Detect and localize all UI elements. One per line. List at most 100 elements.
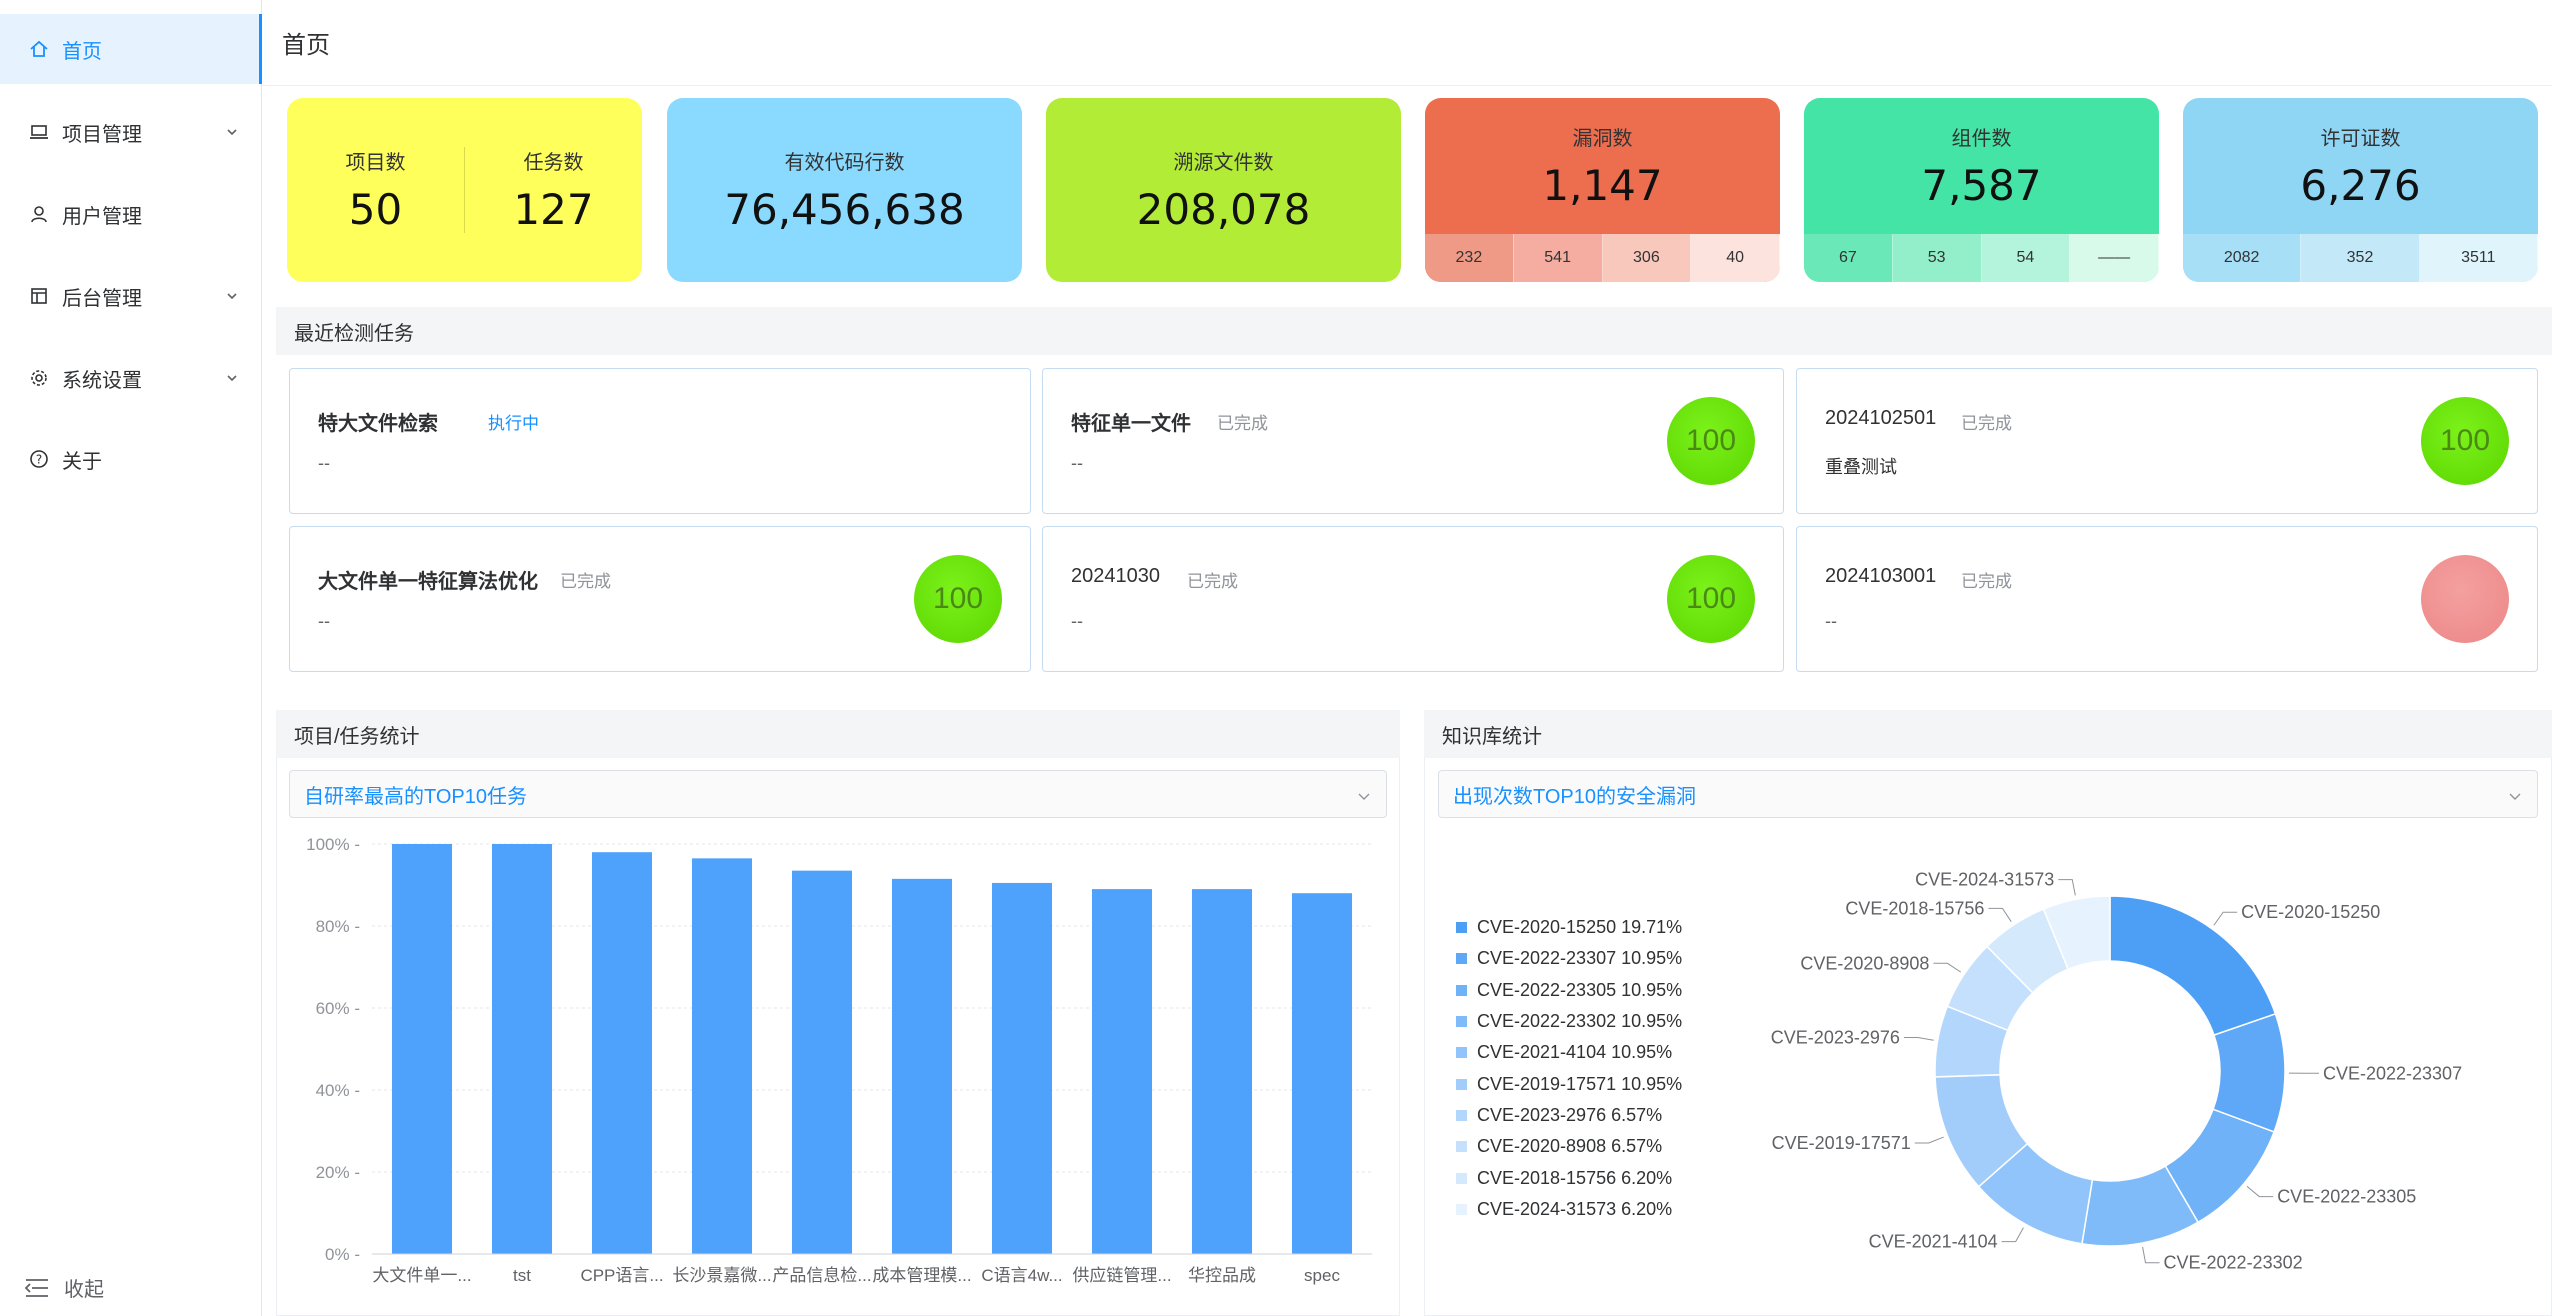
chevron-down-icon xyxy=(2507,787,2523,803)
label-line xyxy=(2001,1227,2024,1243)
x-tick-label: 长沙景嘉微... xyxy=(672,1266,771,1285)
bar[interactable] xyxy=(392,844,452,1254)
kb-stats-select[interactable]: 出现次数TOP10的安全漏洞 xyxy=(1438,770,2538,818)
page-header: 首页 xyxy=(262,0,2552,86)
sidebar-item-home[interactable]: 首页 xyxy=(0,14,262,84)
stat-label: 组件数 xyxy=(1951,128,2012,150)
chevron-down-icon xyxy=(224,287,240,303)
user-icon xyxy=(28,203,50,225)
sidebar-item-label: 用户管理 xyxy=(62,205,142,228)
slice-label: CVE-2021-4104 xyxy=(1869,1232,1998,1252)
bar[interactable] xyxy=(492,844,552,1254)
bar[interactable] xyxy=(1292,893,1352,1254)
legend-item[interactable]: CVE-2023-2976 6.57% xyxy=(1456,1100,1682,1131)
vuln-seg: 541 xyxy=(1513,234,1603,282)
legend-item[interactable]: CVE-2020-15250 19.71% xyxy=(1456,912,1682,943)
vuln-seg: 40 xyxy=(1691,234,1780,282)
stat-value: 76,456,638 xyxy=(724,185,965,234)
sidebar-item-settings[interactable]: 系统设置 xyxy=(0,343,262,413)
label-line xyxy=(1933,962,1962,973)
progress-ball: 100 xyxy=(2421,397,2509,485)
task-card[interactable]: 特征单一文件 已完成 -- 100 xyxy=(1042,368,1784,514)
project-stats-header: 项目/任务统计 xyxy=(276,710,1400,758)
label-line xyxy=(1988,907,2012,922)
legend-item[interactable]: CVE-2019-17571 10.95% xyxy=(1456,1068,1682,1099)
component-seg: 53 xyxy=(1892,234,1982,282)
donut-chart: CVE-2020-15250 CVE-2022-23307 CVE-2022-233… xyxy=(1771,870,2462,1273)
collapse-button[interactable]: 收起 xyxy=(22,1273,104,1302)
slice-label: CVE-2020-15250 xyxy=(2241,902,2380,922)
task-name: 2024102501 xyxy=(1825,407,1937,429)
x-tick-label: 供应链管理... xyxy=(1072,1266,1171,1285)
slice-label: CVE-2022-23302 xyxy=(2164,1253,2303,1273)
label-line xyxy=(1903,1037,1934,1041)
bar[interactable] xyxy=(792,870,852,1254)
y-tick-label: 100% - xyxy=(306,835,360,854)
bar[interactable] xyxy=(1092,889,1152,1254)
legend-swatch xyxy=(1456,1203,1467,1215)
stat-label: 溯源文件数 xyxy=(1173,152,1274,174)
task-card[interactable]: 2024102501 已完成 重叠测试 100 xyxy=(1796,368,2538,514)
bar[interactable] xyxy=(1192,889,1252,1254)
question-icon: ? xyxy=(28,448,50,470)
components-card: 组件数 7,587 67 53 54 —— xyxy=(1804,98,2159,282)
sidebar-item-projects[interactable]: 项目管理 xyxy=(0,97,262,167)
trace-files-card: 溯源文件数 208,078 xyxy=(1046,98,1401,282)
legend-label: CVE-2020-15250 19.71% xyxy=(1477,917,1683,938)
vuln-seg: 232 xyxy=(1425,234,1514,282)
main-content: 项目数 50 任务数 127 有效代码行数 76,456,638 溯源文件数 2… xyxy=(262,86,2552,1316)
legend-item[interactable]: CVE-2020-8908 6.57% xyxy=(1456,1131,1682,1162)
sidebar-item-admin[interactable]: 后台管理 xyxy=(0,261,262,331)
x-tick-label: spec xyxy=(1304,1266,1340,1285)
bar[interactable] xyxy=(592,852,652,1254)
task-card[interactable]: 特大文件检索 执行中 -- xyxy=(289,368,1031,514)
recent-tasks-header: 最近检测任务 xyxy=(276,307,2552,355)
sidebar-item-about[interactable]: ? 关于 xyxy=(0,424,262,494)
task-status: 已完成 xyxy=(1961,572,2012,591)
legend-item[interactable]: CVE-2022-23307 10.95% xyxy=(1456,943,1682,974)
bar[interactable] xyxy=(992,882,1052,1254)
legend-item[interactable]: CVE-2022-23302 10.95% xyxy=(1456,1006,1682,1037)
legend-item[interactable]: CVE-2021-4104 10.95% xyxy=(1456,1037,1682,1068)
task-name: 特征单一文件 xyxy=(1071,413,1191,435)
donut-slice[interactable] xyxy=(2042,895,2111,971)
bar[interactable] xyxy=(892,878,952,1254)
vuln-seg: 306 xyxy=(1602,234,1692,282)
select-value: 自研率最高的TOP10任务 xyxy=(304,785,527,808)
home-icon xyxy=(28,38,50,60)
collapse-icon xyxy=(22,1276,52,1300)
label-line xyxy=(2142,1246,2160,1264)
kb-stats-header: 知识库统计 xyxy=(1424,710,2552,758)
task-status: 已完成 xyxy=(560,572,611,591)
sidebar-item-label: 关于 xyxy=(62,450,102,473)
license-seg: 352 xyxy=(2301,234,2420,282)
project-stats-select[interactable]: 自研率最高的TOP10任务 xyxy=(289,770,1387,818)
task-desc: -- xyxy=(1825,611,1837,631)
legend-item[interactable]: CVE-2024-31573 6.20% xyxy=(1456,1194,1682,1225)
stat-value: 1,147 xyxy=(1542,161,1663,210)
y-tick-label: 60% - xyxy=(316,999,360,1018)
legend-label: CVE-2019-17571 10.95% xyxy=(1477,1073,1683,1094)
task-card[interactable]: 2024103001 已完成 -- xyxy=(1796,526,2538,672)
sidebar-item-label: 后台管理 xyxy=(62,287,142,310)
svg-text:?: ? xyxy=(36,453,42,467)
slice-label: CVE-2022-23307 xyxy=(2323,1063,2462,1083)
task-desc: -- xyxy=(1071,611,1083,631)
task-card[interactable]: 20241030 已完成 -- 100 xyxy=(1042,526,1784,672)
slice-label: CVE-2020-8908 xyxy=(1800,953,1929,973)
x-tick-label: C语言4w... xyxy=(981,1266,1062,1285)
section-title: 知识库统计 xyxy=(1442,725,1542,748)
legend-label: CVE-2022-23307 10.95% xyxy=(1477,948,1683,969)
legend-swatch xyxy=(1456,1109,1467,1121)
legend-label: CVE-2018-15756 6.20% xyxy=(1477,1167,1673,1188)
sidebar-item-label: 首页 xyxy=(62,40,102,63)
legend-item[interactable]: CVE-2022-23305 10.95% xyxy=(1456,975,1682,1006)
stat-value: 127 xyxy=(513,185,594,234)
task-card[interactable]: 大文件单一特征算法优化 已完成 -- 100 xyxy=(289,526,1031,672)
stat-label: 有效代码行数 xyxy=(784,152,905,174)
sidebar-item-users[interactable]: 用户管理 xyxy=(0,179,262,249)
board-icon xyxy=(28,285,50,307)
bar[interactable] xyxy=(692,858,752,1254)
sidebar: 首页 项目管理 用户管理 后台管理 系统设置 ? 关于 xyxy=(0,0,262,1316)
legend-item[interactable]: CVE-2018-15756 6.20% xyxy=(1456,1162,1682,1193)
